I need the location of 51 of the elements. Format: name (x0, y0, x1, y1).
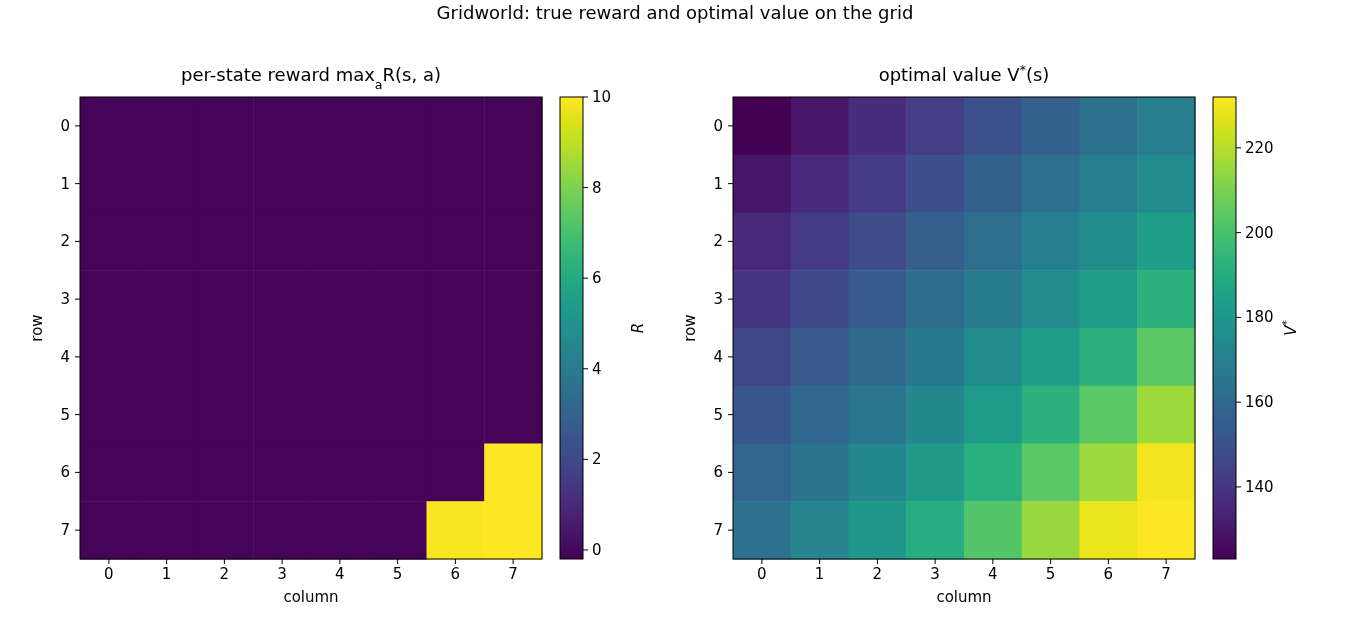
y-tick-label: 7 (713, 521, 723, 540)
x-tick-label: 6 (1103, 565, 1114, 583)
color-bar-label: 10 (592, 88, 612, 106)
y-tick-label: 1 (713, 174, 723, 193)
color-bar-label: 2 (592, 450, 602, 469)
chart-title: optimal value V$^{*}$(s) (878, 61, 1050, 85)
color-bar-label: 200 (1245, 223, 1274, 242)
y-tick-label: 0 (60, 116, 70, 135)
y-tick-label: 5 (60, 405, 70, 424)
x-tick-label: 1 (161, 565, 172, 583)
color-bar-label: 8 (592, 178, 602, 197)
y-tick-label: 4 (60, 347, 70, 366)
x-tick-label: 4 (335, 565, 345, 583)
y-tick-label: 1 (60, 174, 70, 193)
y-tick-label: 7 (60, 521, 70, 540)
x-axis-title: column (936, 588, 992, 606)
x-tick-label: 5 (1045, 565, 1056, 583)
y-tick-label: 3 (60, 290, 70, 309)
y-tick-label: 6 (713, 463, 723, 482)
color-bar-label: 0 (592, 540, 602, 559)
x-tick-label: 3 (277, 565, 287, 583)
y-tick-label: 5 (713, 405, 723, 424)
x-tick-label: 5 (392, 565, 403, 583)
x-tick-label: 1 (814, 565, 825, 583)
text: Gridworld: true reward and optimal value on the grid (436, 2, 914, 23)
color-bar-label: 160 (1245, 393, 1274, 412)
color-bar-label: 4 (592, 359, 602, 378)
x-tick-label: 7 (508, 565, 518, 583)
x-tick-label: 0 (104, 565, 114, 583)
x-tick-label: 7 (1161, 565, 1171, 583)
color-bar-title: R (629, 322, 647, 334)
y-axis-title: row (681, 314, 699, 342)
color-bar-label: 6 (592, 269, 602, 288)
y-tick-label: 2 (713, 232, 723, 251)
y-axis-title: row (28, 314, 46, 342)
x-tick-label: 0 (757, 565, 767, 583)
y-tick-label: 6 (60, 463, 70, 482)
color-bar-label: 220 (1245, 138, 1274, 157)
y-tick-label: 0 (713, 116, 723, 135)
y-tick-label: 3 (713, 290, 723, 309)
chart-title: per-state reward max$_{a}$R(s, a) (181, 64, 441, 92)
x-tick-label: 2 (219, 565, 230, 583)
color-bar-label: 140 (1245, 477, 1274, 496)
x-tick-label: 4 (988, 565, 998, 583)
x-axis-title: column (283, 588, 339, 606)
x-tick-label: 3 (930, 565, 940, 583)
color-bar-label: 180 (1245, 308, 1274, 327)
x-tick-label: 6 (450, 565, 461, 583)
y-tick-label: 4 (713, 347, 723, 366)
x-tick-label: 2 (872, 565, 883, 583)
y-tick-label: 2 (60, 232, 70, 251)
